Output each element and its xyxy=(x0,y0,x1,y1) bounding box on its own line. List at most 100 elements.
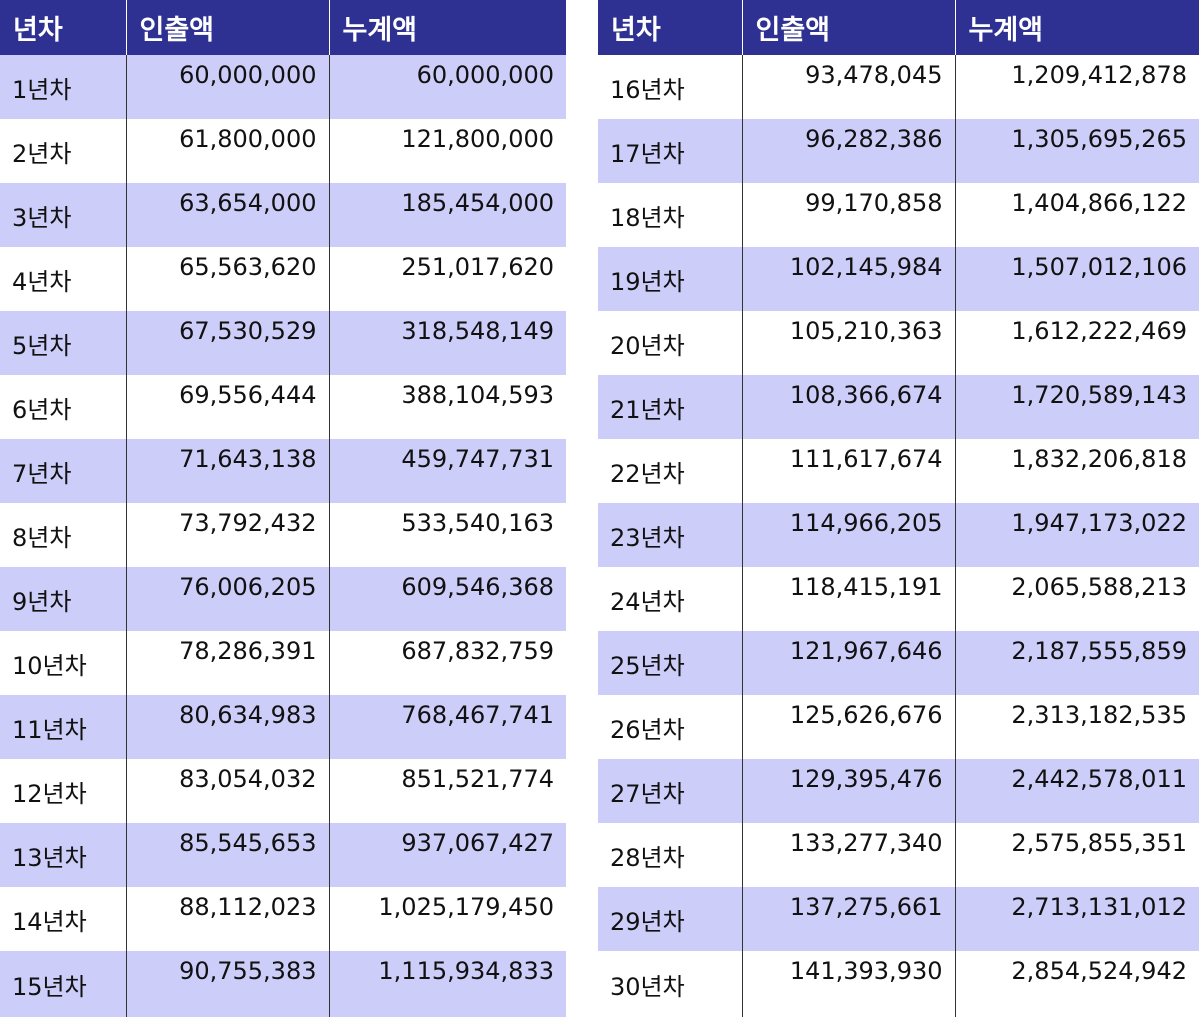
table-row: 23년차 114,966,205 1,947,173,022 xyxy=(598,503,1199,567)
amount-cell: 137,275,661 xyxy=(741,887,955,951)
amount-cell: 118,415,191 xyxy=(741,567,955,631)
year-cell: 3년차 xyxy=(0,183,126,247)
table-row: 10년차 78,286,391 687,832,759 xyxy=(0,631,566,695)
amount-cell: 60,000,000 xyxy=(125,55,329,119)
total-cell: 1,404,866,122 xyxy=(954,183,1199,247)
year-cell: 16년차 xyxy=(610,75,685,104)
amount-cell: 102,145,984 xyxy=(741,247,955,311)
year-cell: 4년차 xyxy=(12,267,72,296)
table-row: 16년차 93,478,045 1,209,412,878 xyxy=(598,55,1199,119)
total-cell: 1,947,173,022 xyxy=(954,503,1199,567)
year-cell: 10년차 xyxy=(12,651,87,680)
table-row: 12년차 83,054,032 851,521,774 xyxy=(0,759,566,823)
year-cell: 30년차 xyxy=(610,972,685,1001)
year-cell: 23년차 xyxy=(598,503,742,567)
year-cell: 28년차 xyxy=(610,843,685,872)
total-cell: 185,454,000 xyxy=(328,183,566,247)
year-cell: 22년차 xyxy=(610,459,685,488)
table-row: 6년차 69,556,444 388,104,593 xyxy=(0,375,566,439)
amount-cell: 90,755,383 xyxy=(125,951,329,1017)
total-cell: 1,115,934,833 xyxy=(328,951,566,1017)
total-cell: 1,305,695,265 xyxy=(954,119,1199,183)
table-row: 8년차 73,792,432 533,540,163 xyxy=(0,503,566,567)
table-row: 29년차 137,275,661 2,713,131,012 xyxy=(598,887,1199,951)
table-row: 22년차 111,617,674 1,832,206,818 xyxy=(598,439,1199,503)
amount-cell: 121,967,646 xyxy=(741,631,955,695)
table-row: 27년차 129,395,476 2,442,578,011 xyxy=(598,759,1199,823)
table-row: 3년차 63,654,000 185,454,000 xyxy=(0,183,566,247)
withdrawal-table-left: 년차 인출액 누계액 1년차 60,000,000 60,000,000 2년차 61,… xyxy=(0,0,566,1017)
header-cumulative-amount: 누계액 xyxy=(954,0,1199,55)
table-row: 5년차 67,530,529 318,548,149 xyxy=(0,311,566,375)
total-cell: 459,747,731 xyxy=(328,439,566,503)
total-cell: 2,065,588,213 xyxy=(954,567,1199,631)
amount-cell: 111,617,674 xyxy=(741,439,955,503)
year-cell: 29년차 xyxy=(598,887,742,951)
table-row: 30년차 141,393,930 2,854,524,942 xyxy=(598,951,1199,1017)
amount-cell: 61,800,000 xyxy=(125,119,329,183)
amount-cell: 65,563,620 xyxy=(125,247,329,311)
amount-cell: 63,654,000 xyxy=(125,183,329,247)
amount-cell: 96,282,386 xyxy=(741,119,955,183)
year-cell: 18년차 xyxy=(610,203,685,232)
total-cell: 2,313,182,535 xyxy=(954,695,1199,759)
amount-cell: 71,643,138 xyxy=(125,439,329,503)
total-cell: 851,521,774 xyxy=(328,759,566,823)
total-cell: 533,540,163 xyxy=(328,503,566,567)
table-row: 2년차 61,800,000 121,800,000 xyxy=(0,119,566,183)
table-row: 11년차 80,634,983 768,467,741 xyxy=(0,695,566,759)
table-row: 15년차 90,755,383 1,115,934,833 xyxy=(0,951,566,1017)
table-row: 7년차 71,643,138 459,747,731 xyxy=(0,439,566,503)
table-row: 19년차 102,145,984 1,507,012,106 xyxy=(598,247,1199,311)
table-header-row: 년차 인출액 누계액 xyxy=(0,0,566,55)
table-row: 13년차 85,545,653 937,067,427 xyxy=(0,823,566,887)
table-row: 17년차 96,282,386 1,305,695,265 xyxy=(598,119,1199,183)
total-cell: 251,017,620 xyxy=(328,247,566,311)
amount-cell: 85,545,653 xyxy=(125,823,329,887)
year-cell: 26년차 xyxy=(610,715,685,744)
amount-cell: 80,634,983 xyxy=(125,695,329,759)
table-row: 28년차 133,277,340 2,575,855,351 xyxy=(598,823,1199,887)
amount-cell: 69,556,444 xyxy=(125,375,329,439)
total-cell: 1,507,012,106 xyxy=(954,247,1199,311)
total-cell: 1,720,589,143 xyxy=(954,375,1199,439)
year-cell: 12년차 xyxy=(12,779,87,808)
amount-cell: 108,366,674 xyxy=(741,375,955,439)
table-row: 20년차 105,210,363 1,612,222,469 xyxy=(598,311,1199,375)
total-cell: 687,832,759 xyxy=(328,631,566,695)
year-cell: 27년차 xyxy=(598,759,742,823)
amount-cell: 67,530,529 xyxy=(125,311,329,375)
amount-cell: 99,170,858 xyxy=(741,183,955,247)
year-cell: 14년차 xyxy=(12,907,87,936)
amount-cell: 141,393,930 xyxy=(741,951,955,1017)
amount-cell: 73,792,432 xyxy=(125,503,329,567)
table-row: 26년차 125,626,676 2,313,182,535 xyxy=(598,695,1199,759)
year-cell: 8년차 xyxy=(12,523,72,552)
amount-cell: 93,478,045 xyxy=(741,55,955,119)
total-cell: 388,104,593 xyxy=(328,375,566,439)
year-cell: 15년차 xyxy=(0,951,126,1017)
amount-cell: 88,112,023 xyxy=(125,887,329,951)
total-cell: 768,467,741 xyxy=(328,695,566,759)
amount-cell: 76,006,205 xyxy=(125,567,329,631)
amount-cell: 105,210,363 xyxy=(741,311,955,375)
year-cell: 7년차 xyxy=(0,439,126,503)
table-row: 14년차 88,112,023 1,025,179,450 xyxy=(0,887,566,951)
header-withdrawal-amount: 인출액 xyxy=(125,0,329,55)
total-cell: 2,713,131,012 xyxy=(954,887,1199,951)
total-cell: 1,832,206,818 xyxy=(954,439,1199,503)
year-cell: 24년차 xyxy=(610,587,685,616)
header-year: 년차 xyxy=(0,0,126,55)
year-cell: 21년차 xyxy=(598,375,742,439)
header-cumulative-amount: 누계액 xyxy=(328,0,566,55)
table-row: 9년차 76,006,205 609,546,368 xyxy=(0,567,566,631)
amount-cell: 133,277,340 xyxy=(741,823,955,887)
total-cell: 2,442,578,011 xyxy=(954,759,1199,823)
total-cell: 2,854,524,942 xyxy=(954,951,1199,1017)
total-cell: 2,575,855,351 xyxy=(954,823,1199,887)
table-row: 4년차 65,563,620 251,017,620 xyxy=(0,247,566,311)
total-cell: 2,187,555,859 xyxy=(954,631,1199,695)
year-cell: 20년차 xyxy=(610,331,685,360)
year-cell: 1년차 xyxy=(0,55,126,119)
amount-cell: 114,966,205 xyxy=(741,503,955,567)
